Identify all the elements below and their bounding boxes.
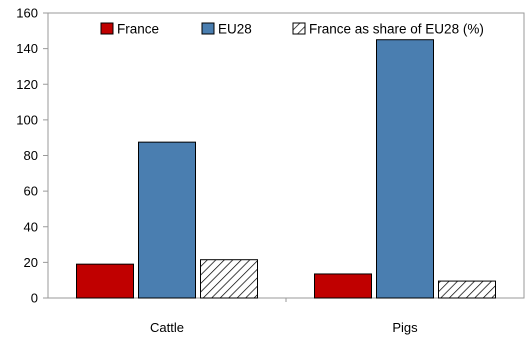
y-tick-label: 60 [24, 184, 38, 199]
bars [76, 39, 496, 299]
legend-label-2: EU28 [218, 22, 252, 37]
bar-cattle-2 [138, 141, 196, 299]
y-tick-label: 100 [16, 112, 38, 127]
x-category-label: Cattle [150, 320, 184, 335]
legend-swatch-1 [100, 22, 114, 35]
x-category-label: Pigs [392, 320, 418, 335]
legend-swatch-3 [292, 22, 306, 35]
bar-pigs-3 [438, 280, 496, 299]
y-tick-label: 20 [24, 255, 38, 270]
y-tick-label: 80 [24, 148, 38, 163]
bar-pigs-2 [376, 39, 434, 299]
axis-labels: 0 20 40 60 80 100 120 140 160 Cattle Pigs [16, 6, 418, 336]
bar-pigs-1 [314, 273, 372, 299]
y-tick-label: 120 [16, 77, 38, 92]
y-tick-label: 0 [31, 291, 38, 306]
legend: France EU28 France as share of EU28 (%) [100, 22, 484, 37]
y-tick-label: 140 [16, 41, 38, 56]
plot-frame [47, 12, 525, 299]
y-tick-label: 40 [24, 219, 38, 234]
bar-cattle-3 [200, 259, 258, 299]
legend-swatch-2 [201, 22, 215, 35]
bar-cattle-1 [76, 263, 134, 299]
axes [43, 12, 525, 302]
y-tick-label: 160 [16, 6, 38, 21]
legend-label-1: France [117, 22, 159, 37]
legend-label-3: France as share of EU28 (%) [309, 22, 484, 37]
